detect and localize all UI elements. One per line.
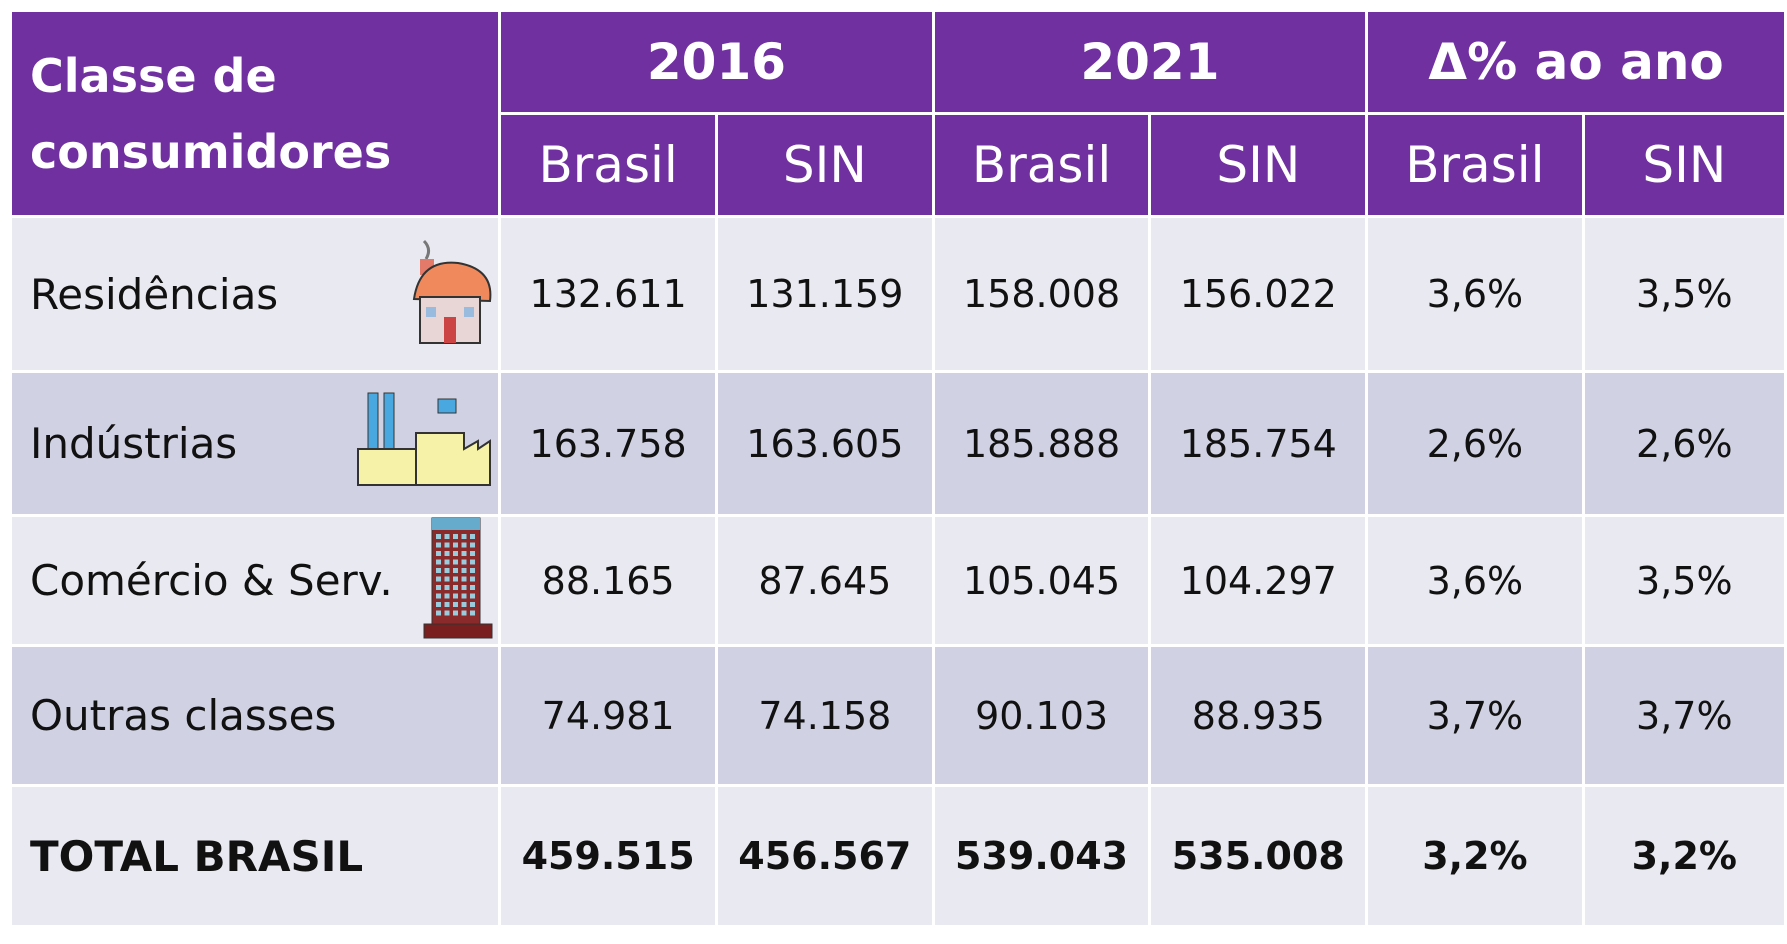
title-cell: Classe de consumidores: [12, 12, 499, 215]
value-cell: 74.981: [501, 647, 715, 784]
value-cell: 163.605: [717, 373, 932, 514]
value-cell: 3,5%: [1584, 218, 1784, 370]
data-table: Classe de consumidores 2016 2021 Δ% ao a…: [9, 9, 1787, 928]
value-cell: 74.158: [717, 647, 932, 784]
value-cell: 163.758: [501, 373, 715, 514]
sub-header: SIN: [1151, 115, 1366, 215]
value-cell: 88.165: [501, 517, 715, 644]
row-label: Indústrias: [12, 373, 499, 514]
table-row: Outras classes 74.981 74.158 90.103 88.935 3,…: [12, 647, 1784, 784]
group-header: 2016: [501, 12, 932, 112]
value-cell: 131.159: [717, 218, 932, 370]
table-row: Residências 132.611 131.159 158.008 156.022 3…: [12, 218, 1784, 370]
value-cell: 3,6%: [1368, 517, 1582, 644]
value-cell: 3,7%: [1368, 647, 1582, 784]
value-cell: 3,7%: [1584, 647, 1784, 784]
value-cell: 3,6%: [1368, 218, 1582, 370]
value-cell: 185.888: [934, 373, 1149, 514]
sub-header: Brasil: [1368, 115, 1582, 215]
icon: [410, 229, 494, 359]
sub-header: Brasil: [934, 115, 1149, 215]
value-cell: 3,2%: [1368, 787, 1582, 925]
value-cell: 105.045: [934, 517, 1149, 644]
value-cell: 459.515: [501, 787, 715, 925]
table-row: TOTAL BRASIL 459.515 456.567 539.043 535.008…: [12, 787, 1784, 925]
value-cell: 132.611: [501, 218, 715, 370]
value-cell: 2,6%: [1584, 373, 1784, 514]
icon: [354, 389, 494, 499]
value-cell: 104.297: [1151, 517, 1366, 644]
sub-header: SIN: [1584, 115, 1784, 215]
value-cell: 539.043: [934, 787, 1149, 925]
value-cell: 3,5%: [1584, 517, 1784, 644]
sub-header: Brasil: [501, 115, 715, 215]
icon: [422, 512, 494, 650]
value-cell: 535.008: [1151, 787, 1366, 925]
table-row: Comércio & Serv. 88.165 87.645 105.045 104.2…: [12, 517, 1784, 644]
value-cell: 3,2%: [1584, 787, 1784, 925]
row-label: TOTAL BRASIL: [12, 787, 499, 925]
value-cell: 185.754: [1151, 373, 1366, 514]
group-header: 2021: [934, 12, 1366, 112]
value-cell: 158.008: [934, 218, 1149, 370]
value-cell: 88.935: [1151, 647, 1366, 784]
value-cell: 90.103: [934, 647, 1149, 784]
sub-header: SIN: [717, 115, 932, 215]
group-header: Δ% ao ano: [1368, 12, 1784, 112]
row-label: Outras classes: [12, 647, 499, 784]
value-cell: 2,6%: [1368, 373, 1582, 514]
value-cell: 87.645: [717, 517, 932, 644]
table-row: Indústrias 163.758 163.605 185.888 185.754 2,…: [12, 373, 1784, 514]
value-cell: 156.022: [1151, 218, 1366, 370]
row-label: Comércio & Serv.: [12, 517, 499, 644]
row-label: Residências: [12, 218, 499, 370]
value-cell: 456.567: [717, 787, 932, 925]
